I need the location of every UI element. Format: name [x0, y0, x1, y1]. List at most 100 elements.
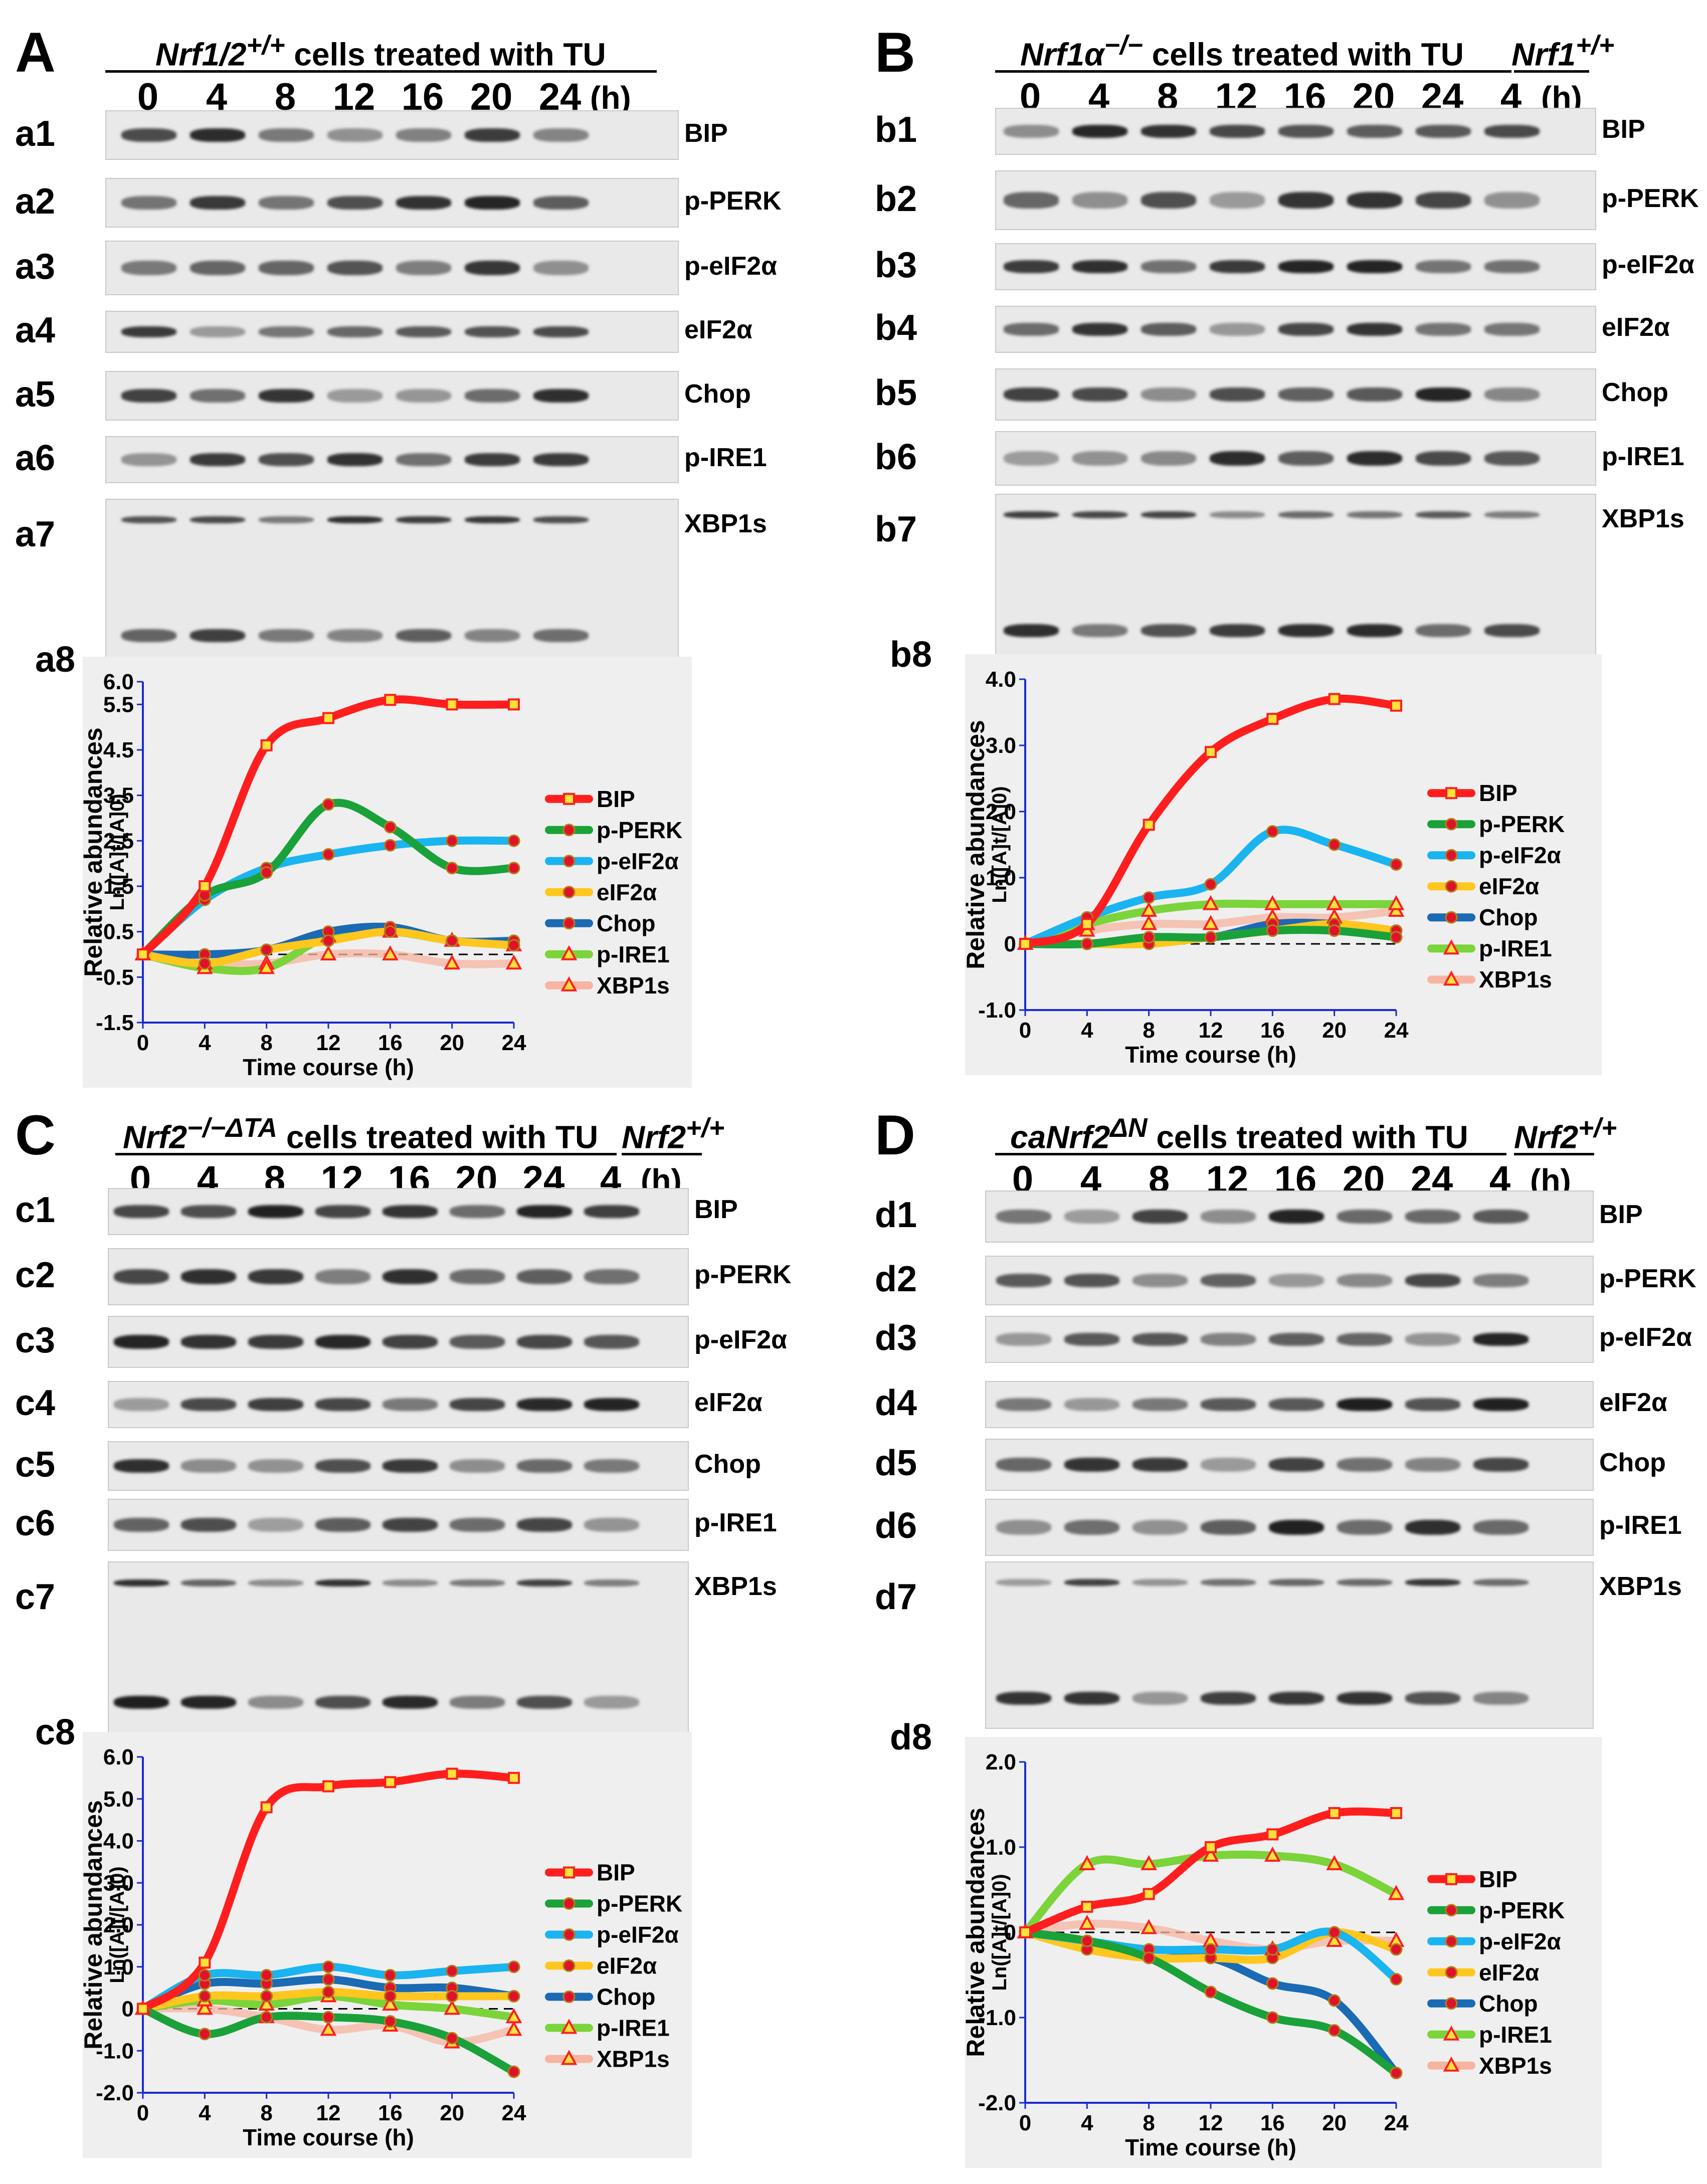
blot-band	[1405, 1274, 1460, 1287]
blot-band	[248, 1518, 303, 1532]
control-genotype: Nrf1	[1511, 36, 1576, 73]
blot-band	[1064, 1519, 1119, 1535]
blot-band	[517, 1398, 572, 1411]
data-point	[382, 1995, 399, 2011]
blot-band	[248, 1269, 303, 1285]
blot-row-label: c1	[15, 1190, 56, 1230]
blot-band	[259, 516, 314, 523]
data-point	[1081, 1901, 1093, 1913]
blot-band	[1141, 387, 1196, 402]
blot-row-label: d6	[875, 1506, 917, 1546]
blot-band	[315, 1579, 370, 1586]
blot-band	[181, 1335, 236, 1349]
blot-band	[517, 1579, 572, 1586]
blot-band	[1416, 192, 1471, 209]
blot-band	[1210, 323, 1265, 336]
protein-label: p-eIF2α	[684, 251, 778, 281]
data-point	[505, 954, 522, 970]
y-tick-label: 5.0	[103, 1787, 134, 1812]
blot-band	[1269, 1210, 1324, 1224]
blot-band	[114, 1579, 169, 1586]
blot-row-label: b5	[875, 373, 917, 413]
blot-band	[1484, 192, 1540, 209]
blot-band	[1278, 451, 1334, 466]
blot-band	[114, 1518, 169, 1532]
x-tick-label: 16	[1260, 2111, 1285, 2135]
y-axis-label: Relative abundances	[83, 727, 107, 976]
blot-row-label: c3	[15, 1320, 56, 1360]
blot-band	[396, 128, 451, 142]
protein-label: p-eIF2α	[1602, 250, 1695, 279]
data-point	[260, 866, 273, 879]
protein-label: Chop	[694, 1449, 761, 1479]
data-point	[384, 839, 397, 852]
blot-band	[1484, 323, 1540, 336]
data-point	[1390, 858, 1403, 871]
blot-band	[1269, 1578, 1324, 1586]
data-point	[322, 1960, 335, 1973]
data-point	[1328, 924, 1341, 937]
data-point	[508, 1771, 520, 1784]
western-blot-strip	[995, 368, 1596, 421]
x-tick-label: 20	[1322, 2111, 1347, 2135]
blot-band	[1132, 1210, 1188, 1224]
x-tick-label: 12	[316, 1031, 341, 1055]
y-axis-sublabel: Ln([A]t/[A]0)	[989, 1874, 1011, 1991]
blot-band	[121, 389, 176, 403]
condition-header: caNrf2ΔN cells treated with TU	[1010, 1113, 1468, 1158]
blot-band	[1405, 1458, 1460, 1472]
western-blot-strip	[105, 110, 679, 160]
blot-row-label: b2	[875, 178, 917, 219]
blot-band	[465, 453, 520, 466]
data-point	[507, 939, 520, 952]
legend-label: XBP1s	[1479, 966, 1552, 992]
western-blot-strip	[985, 1499, 1594, 1556]
legend-label: eIF2α	[597, 1953, 657, 1979]
data-point	[1143, 1888, 1155, 1900]
y-tick-label: -1.5	[96, 1011, 134, 1035]
data-point	[322, 2011, 335, 2024]
panel-letter: D	[875, 1104, 915, 1166]
legend-marker	[562, 886, 576, 899]
genotype: Nrf1α	[1020, 36, 1104, 73]
blot-band	[1347, 192, 1402, 209]
genotype-sup: ΔN	[1110, 1113, 1148, 1143]
blot-band	[517, 1459, 572, 1473]
blot-band	[1337, 1274, 1392, 1287]
blot-row-label: c7	[15, 1577, 56, 1617]
blot-band	[1473, 1578, 1529, 1586]
blot-row-label: b3	[875, 245, 917, 285]
chart-c8: 6.0 5.0 4.0 3.0 2.0 1.0 0 -1.0 -2.0 0 4 8 12 16 20 24 Ti…	[83, 1732, 692, 2158]
western-blot-strip	[108, 1188, 689, 1235]
data-point	[1078, 1914, 1095, 1930]
blot-band	[181, 1518, 236, 1532]
western-blot-strip	[985, 1439, 1594, 1491]
blot-band	[327, 196, 383, 210]
blot-band	[190, 389, 245, 403]
panel-letter: C	[15, 1104, 56, 1166]
blot-band	[1473, 1274, 1529, 1287]
data-point	[1204, 878, 1217, 891]
data-point	[1266, 1977, 1279, 1990]
blot-band	[1484, 125, 1540, 138]
legend-label: eIF2α	[597, 879, 657, 905]
legend-marker	[1445, 849, 1458, 862]
protein-label: Chop	[684, 379, 751, 409]
x-tick-label: 8	[1143, 1018, 1155, 1043]
blot-band	[465, 128, 520, 142]
legend-marker	[560, 945, 578, 960]
y-axis-label: Relative abundances	[965, 720, 990, 969]
protein-label: p-PERK	[1602, 183, 1699, 213]
blot-band	[1278, 192, 1334, 209]
western-blot-strip	[995, 494, 1596, 661]
y-tick-label: 0	[1004, 1920, 1016, 1945]
genotype: caNrf2	[1010, 1119, 1110, 1155]
western-blot-strip	[995, 170, 1596, 230]
x-axis-label: Time course (h)	[1125, 2134, 1296, 2160]
blot-band	[1347, 624, 1402, 637]
y-tick-label: 3.5	[103, 783, 134, 808]
control-header: Nrf2+/+	[622, 1113, 724, 1158]
y-tick-label: 1.5	[103, 874, 134, 899]
chart-panel-label: a8	[35, 639, 75, 680]
legend-label: Chop	[597, 910, 656, 936]
